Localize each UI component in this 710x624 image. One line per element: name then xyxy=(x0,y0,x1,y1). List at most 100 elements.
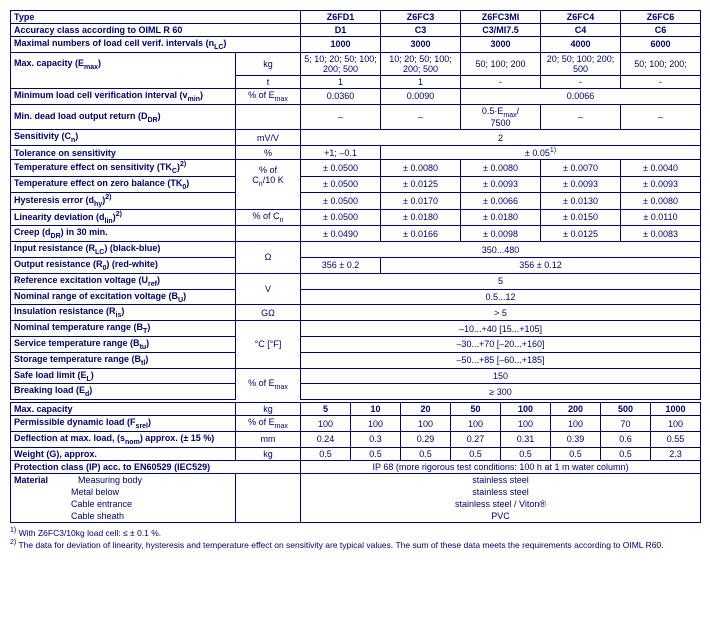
model-1: Z6FC3 xyxy=(381,11,461,24)
creep-label: Creep (dDR) in 30 min. xyxy=(11,226,236,242)
cell: 5; 10; 20; 50; 100; 200; 500 xyxy=(301,52,381,75)
cell: 100 xyxy=(551,416,601,432)
blank xyxy=(236,226,301,242)
cell: 10; 20; 50; 100; 200; 500 xyxy=(381,52,461,75)
tk0-label: Temperature effect on zero balance (TK0) xyxy=(11,176,236,192)
blank xyxy=(236,486,301,498)
unit: GΩ xyxy=(236,305,301,321)
cell: 3000 xyxy=(381,37,461,53)
cell: – xyxy=(381,104,461,130)
cell: 100 xyxy=(351,416,401,432)
cell: 0.29 xyxy=(401,431,451,447)
cell: 5 xyxy=(301,403,351,416)
cell: ± 0.0040 xyxy=(621,160,701,177)
cell: 100 xyxy=(651,416,701,432)
unit: Ω xyxy=(236,242,301,274)
cell: ± 0.0125 xyxy=(541,226,621,242)
cell: ± 0.0098 xyxy=(461,226,541,242)
cell: 0.5 xyxy=(601,447,651,460)
cell: 350...480 xyxy=(301,242,701,258)
cell: PVC xyxy=(301,510,701,523)
mat-item: Cable sheath xyxy=(11,510,236,523)
cell: – xyxy=(541,104,621,130)
intervals-label: Maximal numbers of load cell verif. inte… xyxy=(11,37,301,53)
cell: 0.0360 xyxy=(301,88,381,104)
cell: ± 0.0066 xyxy=(461,192,541,209)
tol-label: Tolerance on sensitivity xyxy=(11,146,236,160)
cell: 0.5 xyxy=(301,447,351,460)
footnote-2: The data for deviation of linearity, hys… xyxy=(18,540,663,550)
cell: ± 0.0500 xyxy=(301,160,381,177)
cell: 4000 xyxy=(541,37,621,53)
mat-item: Metal below xyxy=(11,486,236,498)
cell: 70 xyxy=(601,416,651,432)
blank xyxy=(236,510,301,523)
maxcap-label: Max. capacity (Emax) xyxy=(11,52,236,75)
bt-label: Nominal temperature range (BT) xyxy=(11,321,236,337)
cell: - xyxy=(621,75,701,88)
capacity-table: Max. capacity kg 5 10 20 50 100 200 500 … xyxy=(10,402,701,523)
cell: ± 0.0500 xyxy=(301,209,381,226)
accuracy-label: Accuracy class according to OIML R 60 xyxy=(11,24,301,37)
cell: 0.5 xyxy=(551,447,601,460)
cell: 0.27 xyxy=(451,431,501,447)
blank xyxy=(236,192,301,209)
cell: 0.3 xyxy=(351,431,401,447)
cell: ± 0.0070 xyxy=(541,160,621,177)
cell: > 5 xyxy=(301,305,701,321)
unit: t xyxy=(236,75,301,88)
blank xyxy=(11,75,236,88)
cell: 1000 xyxy=(301,37,381,53)
cell: 150 xyxy=(301,368,701,384)
cell: 0.5 xyxy=(401,447,451,460)
blank xyxy=(236,498,301,510)
spec-table: Type Z6FD1 Z6FC3 Z6FC3MI Z6FC4 Z6FC6 Acc… xyxy=(10,10,701,400)
cell: 356 ± 0.2 xyxy=(301,257,381,273)
cell: 2 xyxy=(301,130,701,146)
cell: ± 0.0110 xyxy=(621,209,701,226)
weight-label: Weight (G), approx. xyxy=(11,447,236,460)
cell: C3 xyxy=(381,24,461,37)
cell: 0.55 xyxy=(651,431,701,447)
cell: 20 xyxy=(401,403,451,416)
cell: 100 xyxy=(501,416,551,432)
unit: mV/V xyxy=(236,130,301,146)
unit: % of Emax xyxy=(236,368,301,400)
unit: °C [°F] xyxy=(236,321,301,368)
unit: V xyxy=(236,273,301,305)
cell: stainless steel xyxy=(301,473,701,486)
cell: 100 xyxy=(451,416,501,432)
btl-label: Storage temperature range (Btl) xyxy=(11,352,236,368)
model-0: Z6FD1 xyxy=(301,11,381,24)
cell: 0.24 xyxy=(301,431,351,447)
unit: mm xyxy=(236,431,301,447)
cell: 1 xyxy=(301,75,381,88)
fsrel-label: Permissible dynamic load (Fsrel) xyxy=(11,416,236,432)
material-label: MaterialMeasuring body xyxy=(11,473,236,486)
cell: ± 0.0125 xyxy=(381,176,461,192)
unit: % of Emax xyxy=(236,88,301,104)
cell: – xyxy=(301,104,381,130)
cell: ± 0.0180 xyxy=(381,209,461,226)
cell: 0.0066 xyxy=(461,88,701,104)
cell: 100 xyxy=(501,403,551,416)
cap2-label: Max. capacity xyxy=(11,403,236,416)
cell: - xyxy=(541,75,621,88)
blank xyxy=(236,104,301,130)
cell: ± 0.0083 xyxy=(621,226,701,242)
unit: kg xyxy=(236,447,301,460)
cell: ± 0.0080 xyxy=(381,160,461,177)
cell: 2.3 xyxy=(651,447,701,460)
cell: stainless steel / Viton® xyxy=(301,498,701,510)
cell: ± 0.0166 xyxy=(381,226,461,242)
cell: 0.39 xyxy=(551,431,601,447)
cell: 1000 xyxy=(651,403,701,416)
cn-label: Sensitivity (Cn) xyxy=(11,130,236,146)
bu-label: Nominal range of excitation voltage (BU) xyxy=(11,289,236,305)
cell: 0.31 xyxy=(501,431,551,447)
cell: 100 xyxy=(401,416,451,432)
unit: % ofCn/10 K xyxy=(236,160,301,193)
cell: ± 0.0093 xyxy=(541,176,621,192)
ed-label: Breaking load (Ed) xyxy=(11,384,236,400)
cell: 0.5...12 xyxy=(301,289,701,305)
